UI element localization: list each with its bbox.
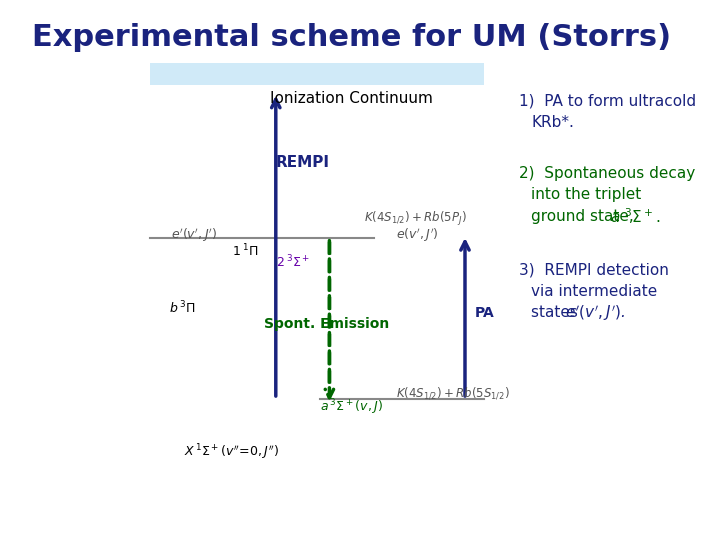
Text: PA: PA xyxy=(474,306,494,320)
Text: $a\ ^3\Sigma^+$.: $a\ ^3\Sigma^+$. xyxy=(610,207,660,226)
Text: $e'(v', J')$.: $e'(v', J')$. xyxy=(564,303,625,323)
Text: $e(v', J')$: $e(v', J')$ xyxy=(395,226,438,244)
Text: $a\,^3\Sigma^+(v, J)$: $a\,^3\Sigma^+(v, J)$ xyxy=(320,397,383,417)
Text: 2)  Spontaneous decay: 2) Spontaneous decay xyxy=(518,166,695,181)
Text: $K(4S_{1/2})+Rb(5P_J)$: $K(4S_{1/2})+Rb(5P_J)$ xyxy=(364,210,467,228)
Text: $K(4S_{1/2})+Rb(5S_{1/2})$: $K(4S_{1/2})+Rb(5S_{1/2})$ xyxy=(395,386,509,401)
Text: $2\,^3\Sigma^+$: $2\,^3\Sigma^+$ xyxy=(276,254,310,270)
Text: KRb*.: KRb*. xyxy=(531,115,574,130)
Text: Spont. Emission: Spont. Emission xyxy=(264,317,389,330)
Text: Experimental scheme for UM (Storrs): Experimental scheme for UM (Storrs) xyxy=(32,23,671,52)
Text: into the triplet: into the triplet xyxy=(531,187,642,202)
Text: Ionization Continuum: Ionization Continuum xyxy=(270,91,433,106)
Text: $b\,^3\Pi$: $b\,^3\Pi$ xyxy=(168,299,195,316)
Text: $1\,^1\Pi$: $1\,^1\Pi$ xyxy=(232,243,258,260)
Text: $X\,^1\Sigma^+(v''\!=\!0, J'')$: $X\,^1\Sigma^+(v''\!=\!0, J'')$ xyxy=(184,443,280,462)
Text: ground state,: ground state, xyxy=(531,209,639,224)
Text: via intermediate: via intermediate xyxy=(531,284,657,299)
Text: 1)  PA to form ultracold: 1) PA to form ultracold xyxy=(518,93,696,109)
Text: REMPI: REMPI xyxy=(276,155,330,170)
Text: $e'(v', J')$: $e'(v', J')$ xyxy=(171,226,217,244)
Text: 3)  REMPI detection: 3) REMPI detection xyxy=(518,262,668,278)
Text: states: states xyxy=(531,306,583,320)
Bar xyxy=(150,63,484,85)
